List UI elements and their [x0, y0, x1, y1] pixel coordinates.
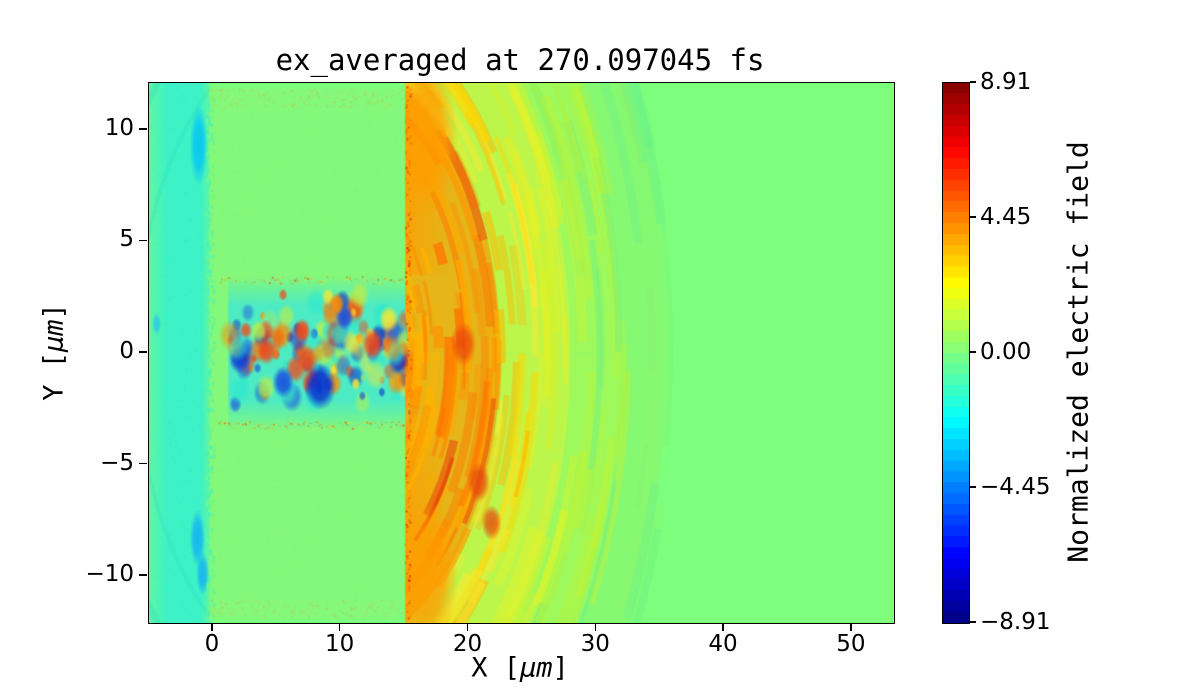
colorbar-tick-mark: [970, 621, 976, 623]
y-axis-unit: µm: [38, 319, 70, 352]
y-tick-mark: [139, 574, 147, 576]
x-axis-label-close: ]: [552, 652, 569, 684]
x-tick-label-5: 50: [836, 631, 866, 657]
colorbar-tick-mark: [970, 81, 976, 83]
x-tick-mark: [594, 623, 596, 631]
colorbar-tick-label-0: 8.91: [980, 69, 1032, 95]
x-axis-label-text: X [: [471, 652, 520, 684]
y-tick-mark: [139, 239, 147, 242]
y-axis-label-text: Y [: [38, 352, 70, 401]
colorbar: [942, 82, 970, 624]
x-tick-label-3: 30: [580, 631, 610, 657]
chart-title: ex_averaged at 270.097045 fs: [275, 43, 765, 77]
y-tick-label-4: −10: [85, 561, 134, 588]
y-tick-mark: [139, 462, 147, 465]
colorbar-tick-label-2: 0.00: [980, 339, 1032, 365]
x-tick-mark: [466, 623, 469, 631]
y-axis-label: Y [µm]: [39, 303, 70, 401]
colorbar-label: Normalized electric field: [1061, 141, 1095, 563]
y-tick-label-3: −5: [100, 449, 134, 476]
colorbar-tick-mark: [970, 351, 976, 353]
colorbar-tick-label-1: 4.45: [980, 204, 1032, 231]
x-tick-mark: [850, 623, 852, 631]
x-tick-label-4: 40: [708, 631, 738, 657]
y-axis-label-close: ]: [38, 303, 70, 320]
x-tick-label-1: 10: [325, 631, 355, 657]
y-tick-mark: [139, 351, 147, 353]
y-tick-label-1: 5: [119, 226, 134, 253]
x-tick-label-0: 0: [204, 631, 220, 657]
y-tick-mark: [139, 128, 147, 130]
x-tick-mark: [338, 623, 341, 631]
x-axis-label: X [µm]: [471, 653, 569, 684]
x-axis-unit: µm: [520, 652, 553, 684]
colorbar-tick-mark: [970, 486, 976, 488]
x-tick-label-2: 20: [452, 631, 483, 657]
x-tick-mark: [722, 623, 724, 631]
colorbar-tick-label-4: −8.91: [980, 609, 1051, 635]
heatmap-canvas: [149, 83, 894, 623]
colorbar-tick-mark: [970, 216, 976, 218]
x-tick-mark: [211, 623, 213, 631]
y-tick-label-2: 0: [119, 337, 134, 364]
plot-area: [148, 82, 895, 624]
y-tick-label-0: 10: [104, 114, 134, 141]
colorbar-tick-label-3: −4.45: [980, 473, 1051, 500]
colorbar-canvas: [943, 83, 969, 623]
